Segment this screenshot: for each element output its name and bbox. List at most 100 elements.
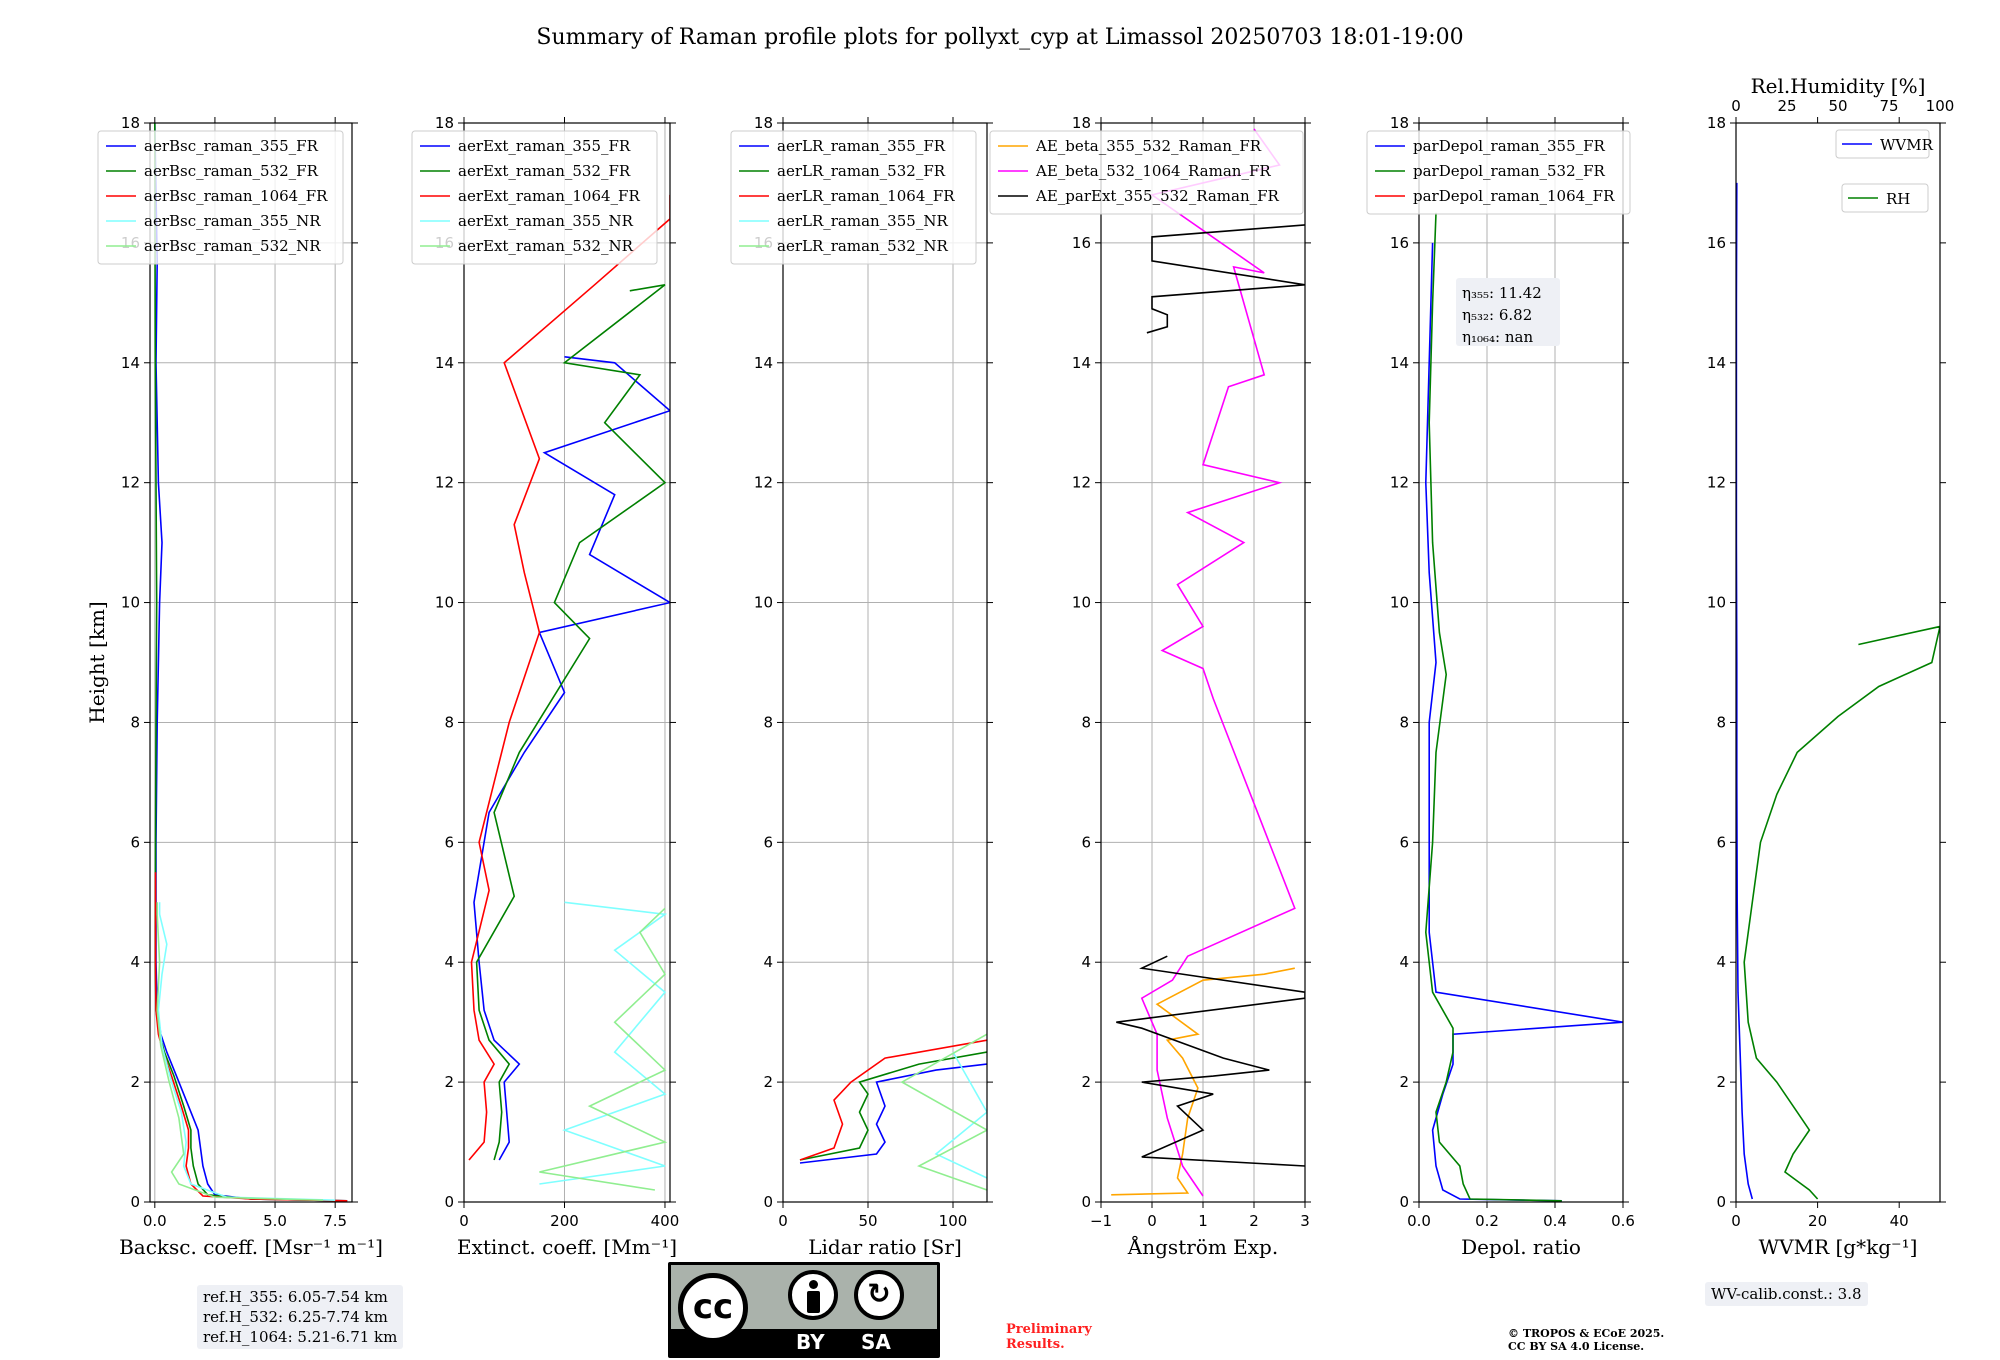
legend-label: aerBsc_raman_532_NR (144, 237, 321, 255)
x-tick-label: 40 (1890, 1212, 1909, 1230)
annotation-box (1456, 278, 1560, 346)
y-tick-label: 2 (1716, 1073, 1726, 1091)
series-line-parDepol_raman_532_FR (1424, 212, 1562, 1202)
series-line-aerBsc_raman_355_FR (154, 123, 348, 1202)
y-tick-label: 14 (435, 354, 454, 372)
y-tick-label: 0 (1081, 1193, 1091, 1211)
x-tick-label: 2 (1249, 1212, 1259, 1230)
y-tick-label: 18 (435, 114, 454, 132)
y-tick-label: 18 (121, 114, 140, 132)
y-tick-label: 10 (754, 594, 773, 612)
top-x-tick-label: 50 (1828, 97, 1847, 115)
series-line-aerBsc_raman_532_NR (156, 902, 324, 1201)
x-tick-label: 0.4 (1543, 1212, 1567, 1230)
y-tick-label: 6 (444, 833, 454, 851)
legend-label: aerLR_raman_532_FR (777, 162, 946, 180)
legend-RH: RH (1841, 183, 1929, 213)
legend-label: aerBsc_raman_355_FR (144, 137, 319, 155)
legend: AE_beta_355_532_Raman_FR AE_beta_532_1064… (989, 130, 1304, 215)
axes-frame (463, 122, 671, 1203)
y-tick-label: 2 (444, 1073, 454, 1091)
y-tick-label: 4 (763, 953, 773, 971)
legend-label: aerLR_raman_355_NR (777, 212, 948, 230)
y-tick-label: 0 (130, 1193, 140, 1211)
x-tick-label: 100 (939, 1212, 968, 1230)
top-x-tick-label: 75 (1879, 97, 1898, 115)
panel-lidar_ratio: 050100024681012141618Lidar ratio [Sr]aer… (730, 114, 993, 1259)
x-tick-label: 50 (858, 1212, 877, 1230)
y-tick-label: 4 (1716, 953, 1726, 971)
y-tick-label: 12 (1390, 474, 1409, 492)
panels-group: 0.02.55.07.5024681012141618Backsc. coeff… (85, 74, 1954, 1259)
legend-label: aerExt_raman_1064_FR (458, 187, 640, 205)
x-tick-label: 0 (1731, 1212, 1741, 1230)
legend-label: aerExt_raman_355_NR (458, 212, 634, 230)
y-tick-label: 10 (1390, 594, 1409, 612)
series-line-WVMR (1736, 182, 1754, 1200)
y-tick-label: 14 (1707, 354, 1726, 372)
panel-wvmr: 0 20 40 0 2 4 6 8 10 12 14 16 18 WVMR [g*kg⁻¹] 0 25 50 75… (1707, 74, 1954, 1259)
series-group (1424, 212, 1623, 1202)
x-tick-label: 0.6 (1611, 1212, 1635, 1230)
series-line-aerBsc_raman_355_NR (157, 902, 336, 1201)
x-axis-label: Ångström Exp. (1127, 1234, 1278, 1259)
y-tick-label: 6 (1081, 833, 1091, 851)
cc-label: cc (692, 1287, 734, 1327)
y-tick-label: 16 (1072, 234, 1091, 252)
series-line-RH (1743, 625, 1940, 1200)
legend-label: parDepol_raman_532_FR (1413, 162, 1606, 180)
y-tick-label: 4 (130, 953, 140, 971)
axes-frame (782, 122, 988, 1203)
y-tick-label: 0 (1716, 1193, 1726, 1211)
series-group (1736, 182, 1940, 1200)
y-tick-label: 0 (763, 1193, 773, 1211)
x-tick-label: 2.5 (203, 1212, 227, 1230)
legend-label: RH (1886, 190, 1910, 208)
series-line-aerLR_raman_1064_FR (799, 1039, 987, 1161)
series-line-AE_beta_355_532_Raman_FR (1111, 967, 1295, 1196)
series-line-aerLR_raman_532_FR (799, 1051, 987, 1161)
series-line-aerExt_raman_355_NR (539, 901, 668, 1185)
series-line-aerExt_raman_355_FR (473, 356, 670, 1161)
annotation-line: η₁₀₆₄: nan (1462, 328, 1533, 346)
y-tick-label: 0 (1399, 1193, 1409, 1211)
ref-height-1064: ref.H_1064: 5.21-6.71 km (203, 1328, 398, 1346)
reference-heights-box: ref.H_355: 6.05-7.54 km ref.H_532: 6.25-… (197, 1285, 404, 1349)
legend-label: aerLR_raman_355_FR (777, 137, 946, 155)
y-tick-label: 14 (1390, 354, 1409, 372)
axes-frame (1418, 122, 1624, 1203)
x-axis-label: Depol. ratio (1461, 1235, 1581, 1259)
y-axis-label: Height [km] (85, 601, 109, 723)
top-x-tick-label: 0 (1731, 97, 1741, 115)
x-tick-label: 0 (1147, 1212, 1157, 1230)
legend-label: aerLR_raman_532_NR (777, 237, 948, 255)
annotation-line: η₃₅₅: 11.42 (1462, 284, 1542, 302)
license-badge: cc ↻ BY SA (668, 1262, 940, 1358)
x-tick-label: 200 (550, 1212, 579, 1230)
series-line-aerExt_raman_1064_FR (468, 194, 670, 1161)
x-tick-label: 20 (1808, 1212, 1827, 1230)
legend: aerLR_raman_355_FR aerLR_raman_532_FR aerL… (730, 130, 977, 265)
y-tick-label: 12 (754, 474, 773, 492)
legend-box (1835, 129, 1930, 159)
top-x-axis-label: Rel.Humidity [%] (1751, 74, 1926, 98)
y-tick-label: 10 (1072, 594, 1091, 612)
panel-depol: 0.0 0.2 0.4 0.6 0 2 4 6 8 10 12 14 16 18 Depol. ratio p… (1366, 114, 1635, 1259)
wv-calib-text: WV-calib.const.: 3.8 (1711, 1285, 1862, 1303)
by-icon (788, 1270, 838, 1320)
preliminary-line-2: Results. (1006, 1337, 1065, 1352)
cc-icon: cc (678, 1273, 748, 1343)
y-tick-label: 0 (444, 1193, 454, 1211)
y-tick-label: 6 (763, 833, 773, 851)
figure-title: Summary of Raman profile plots for polly… (536, 25, 1463, 50)
x-tick-label: 0 (459, 1212, 469, 1230)
y-tick-label: 8 (1716, 713, 1726, 731)
y-tick-label: 18 (1707, 114, 1726, 132)
y-tick-label: 4 (1081, 953, 1091, 971)
x-tick-label: 0.2 (1475, 1212, 1499, 1230)
y-tick-label: 8 (1081, 713, 1091, 731)
x-tick-label: 1 (1198, 1212, 1208, 1230)
y-tick-label: 10 (121, 594, 140, 612)
y-tick-label: 6 (130, 833, 140, 851)
